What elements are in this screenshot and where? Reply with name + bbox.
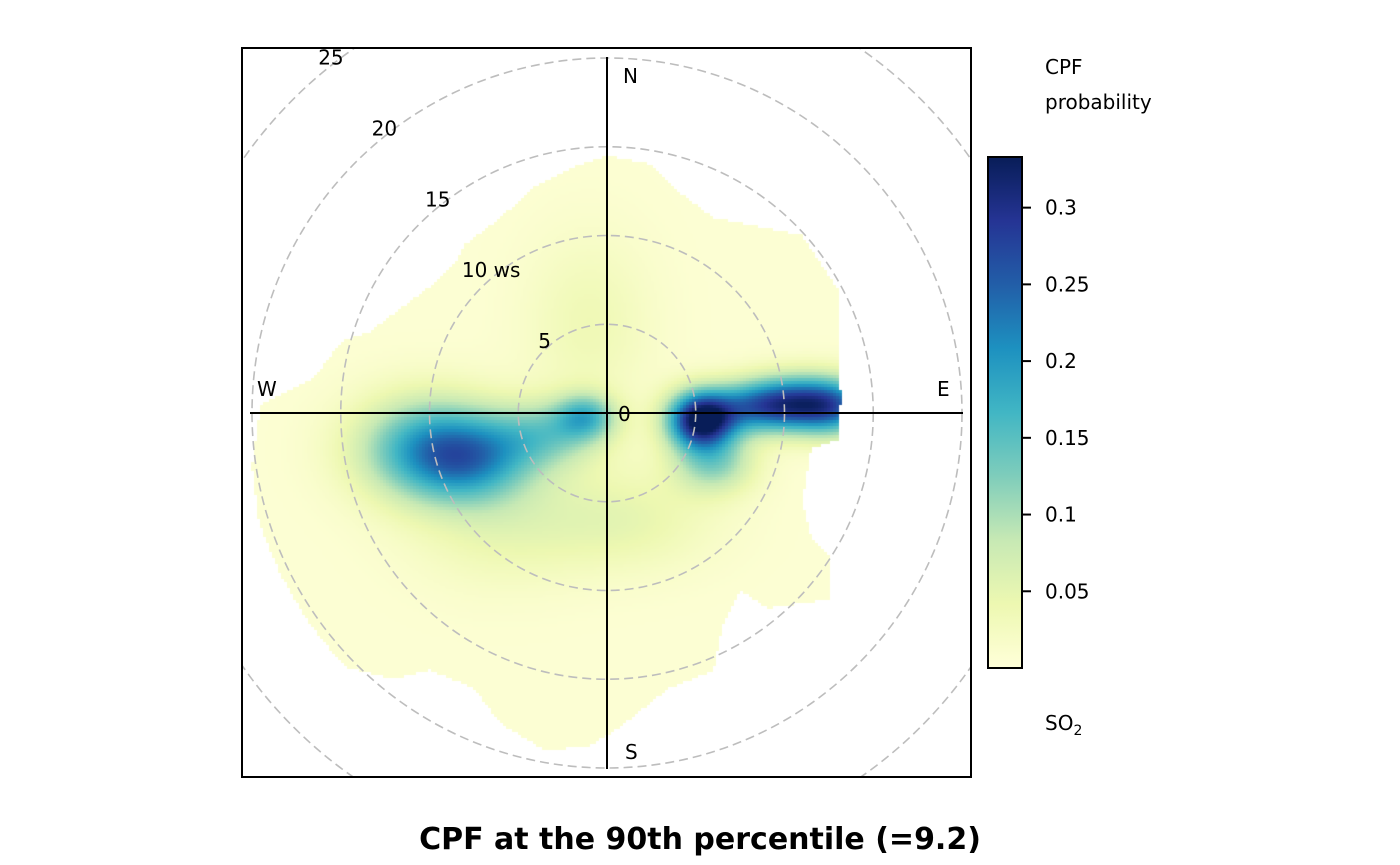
radial-tick-label: 20 bbox=[372, 116, 397, 140]
compass-west-label: W bbox=[257, 377, 277, 401]
chart-title: CPF at the 90th percentile (=9.2) bbox=[419, 822, 981, 857]
radial-tick-label: 25 bbox=[318, 46, 343, 70]
colorbar: CPF probability 0.05 0.1 0.15 0.2 0.25 0.3 SO… bbox=[987, 55, 1152, 739]
compass-north-label: N bbox=[623, 64, 638, 88]
colorbar-tick-label: 0.3 bbox=[1045, 196, 1077, 220]
colorbar-pollutant-label: SO2 bbox=[1045, 711, 1082, 739]
radial-tick-label: 15 bbox=[425, 187, 450, 211]
colorbar-tick-label: 0.05 bbox=[1045, 579, 1090, 603]
colorbar-fill bbox=[987, 156, 1023, 669]
radial-tick-label: 0 bbox=[618, 402, 631, 426]
colorbar-tick-label: 0.2 bbox=[1045, 349, 1077, 373]
panel-border bbox=[241, 47, 972, 778]
radial-tick-labels: 0 5 10 ws 15 20 25 bbox=[318, 46, 631, 426]
pollutant-subscript-text: 2 bbox=[1073, 723, 1082, 739]
compass-south-label: S bbox=[625, 740, 638, 764]
colorbar-title-line2: probability bbox=[1045, 90, 1152, 114]
colorbar-tick-label: 0.1 bbox=[1045, 503, 1077, 527]
radial-tick-label: 10 ws bbox=[462, 258, 521, 282]
colorbar-tick-label: 0.15 bbox=[1045, 426, 1090, 450]
pollutant-main-text: SO bbox=[1045, 711, 1073, 735]
colorbar-ticks: 0.05 0.1 0.15 0.2 0.25 0.3 bbox=[1022, 196, 1090, 603]
colorbar-tick-label: 0.25 bbox=[1045, 272, 1090, 296]
radial-tick-label: 5 bbox=[538, 329, 551, 353]
colorbar-title-line1: CPF bbox=[1045, 55, 1083, 79]
compass-east-label: E bbox=[937, 377, 950, 401]
